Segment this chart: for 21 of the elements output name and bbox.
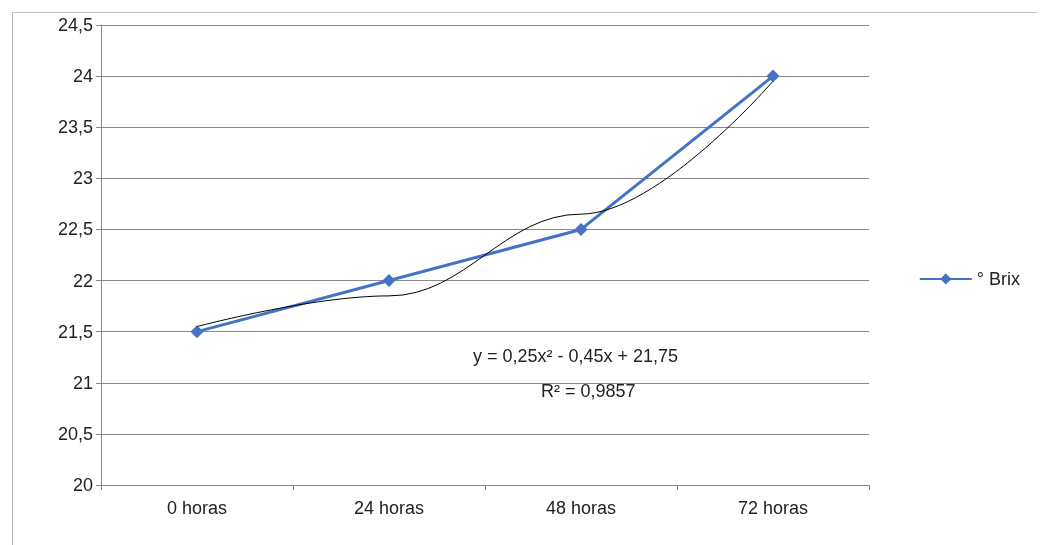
y-tick-label: 23 <box>72 168 93 189</box>
legend-label: ° Brix <box>976 269 1020 289</box>
x-tick-label: 24 horas <box>353 498 425 518</box>
x-tick-label: 48 horas <box>545 498 617 518</box>
y-tick-label: 22,5 <box>57 219 93 240</box>
y-tick-label: 20 <box>72 475 93 495</box>
point <box>190 325 204 339</box>
y-tick-label: 24 <box>72 66 93 87</box>
x-tick-label: 0 horas <box>166 498 228 518</box>
point <box>766 69 780 83</box>
y-tick-label: 24,5 <box>57 15 93 35</box>
point <box>574 222 588 236</box>
y-tick-label: 21,5 <box>57 321 93 342</box>
annotation: y = 0,25x² - 0,45x + 21,75 <box>473 346 679 366</box>
annotation: R² = 0,9857 <box>541 381 636 401</box>
x-tick-label: 72 horas <box>737 498 809 518</box>
point <box>382 274 396 288</box>
y-tick-label: 21 <box>72 372 93 393</box>
y-tick-label: 22 <box>72 270 93 291</box>
y-tick-label: 20,5 <box>57 423 93 444</box>
y-tick-label: 23,5 <box>57 117 93 138</box>
